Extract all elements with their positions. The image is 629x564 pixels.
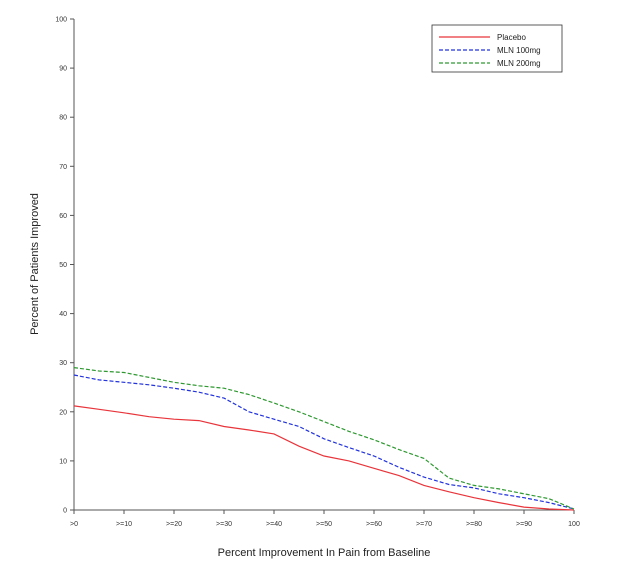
x-tick-label: >=80 — [466, 521, 482, 528]
x-tick-label: 100 — [568, 521, 580, 528]
x-tick-label: >=20 — [166, 521, 182, 528]
y-tick-label: 10 — [59, 458, 67, 465]
legend-label-mln-100mg: MLN 100mg — [497, 46, 541, 55]
x-axis-ticks: >0 >=10 >=20 >=30 >=40 >=50 >=60 >=70 >=80 >=90 10… — [70, 510, 580, 528]
x-tick-label: >=10 — [116, 521, 132, 528]
y-tick-label: 90 — [59, 66, 67, 73]
y-tick-label: 60 — [59, 213, 67, 220]
y-tick-label: 100 — [55, 17, 67, 24]
y-tick-label: 20 — [59, 409, 67, 416]
series-line-mln-200mg — [73, 367, 575, 510]
y-tick-label: 70 — [59, 164, 67, 171]
legend-label-mln-200mg: MLN 200mg — [497, 59, 541, 68]
legend-items: Placebo MLN 100mg MLN 200mg — [439, 33, 541, 68]
series-line-mln-100mg — [73, 374, 575, 510]
x-tick-label: >=90 — [516, 521, 532, 528]
y-axis-ticks: 0 10 20 30 40 50 60 70 80 90 100 — [55, 17, 74, 515]
legend-box — [431, 24, 563, 73]
y-tick-label: 40 — [59, 311, 67, 318]
x-tick-label: >0 — [70, 521, 78, 528]
y-tick-label: 50 — [59, 262, 67, 269]
y-tick-label: 80 — [59, 115, 67, 122]
series-line-placebo — [73, 405, 575, 511]
y-axis-title: Percent of Patients Improved — [29, 193, 41, 335]
x-axis-title: Percent Improvement In Pain from Baselin… — [218, 547, 431, 559]
legend: Placebo MLN 100mg MLN 200mg — [431, 24, 563, 73]
y-tick-label: 0 — [63, 508, 67, 515]
x-tick-label: >=30 — [216, 521, 232, 528]
x-tick-label: >=60 — [366, 521, 382, 528]
series-lines — [73, 367, 575, 511]
x-tick-label: >=40 — [266, 521, 282, 528]
legend-label-placebo: Placebo — [497, 33, 526, 42]
y-tick-label: 30 — [59, 360, 67, 367]
x-tick-label: >=50 — [316, 521, 332, 528]
x-tick-label: >=70 — [416, 521, 432, 528]
plot-area — [74, 19, 574, 510]
